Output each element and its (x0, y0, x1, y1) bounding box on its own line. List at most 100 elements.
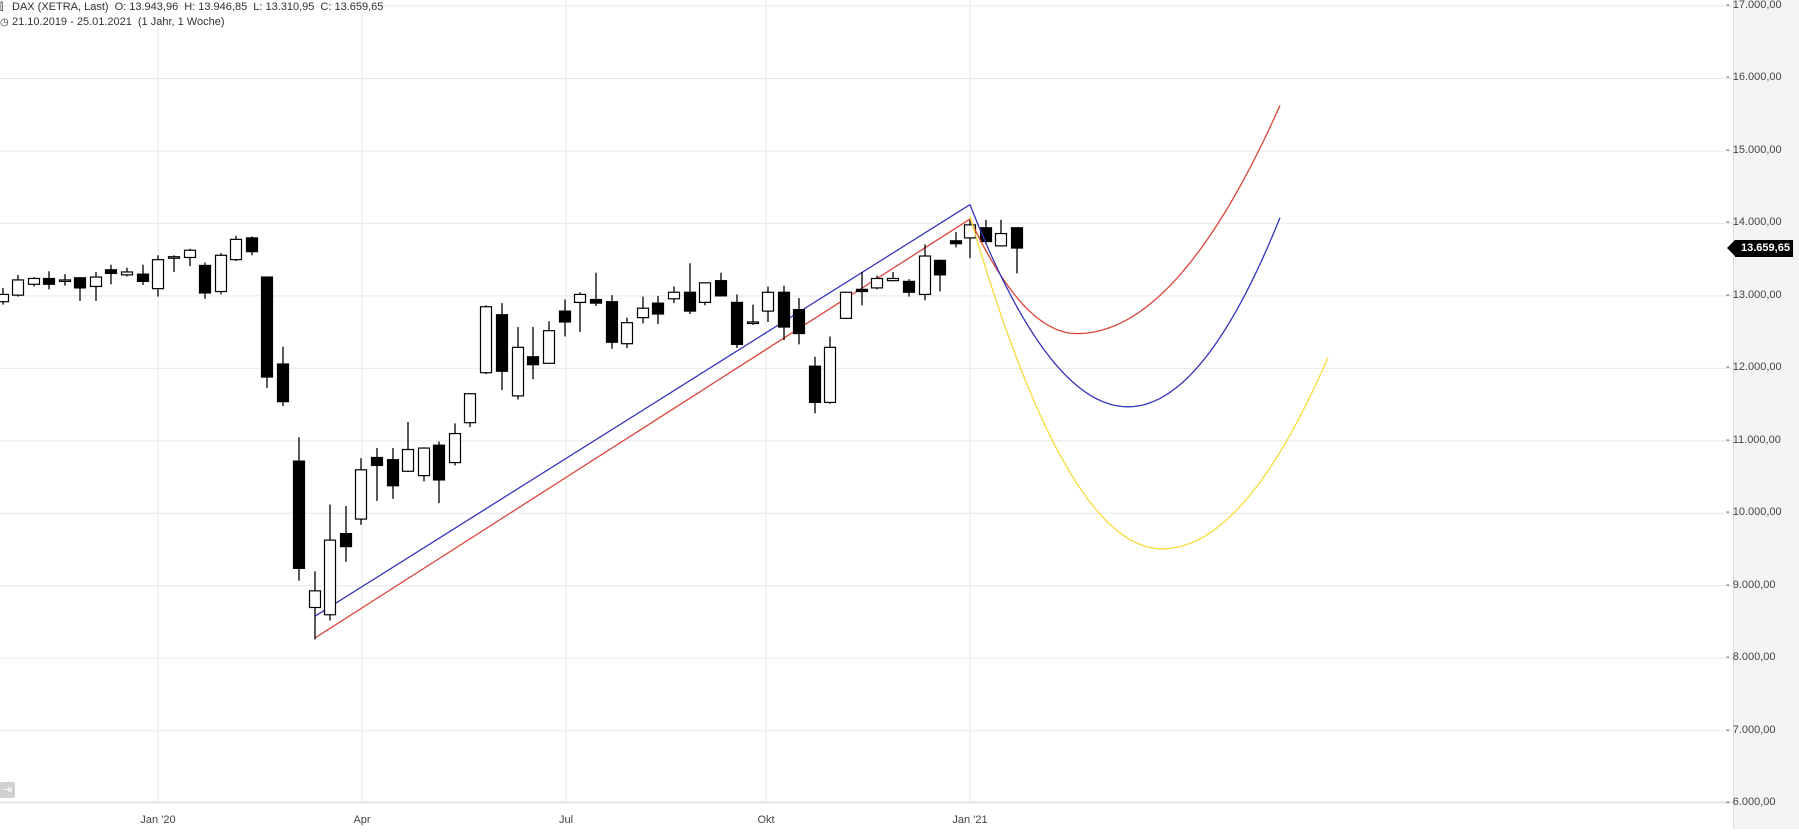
x-tick-label: Apr (353, 814, 371, 826)
candle (495, 303, 509, 391)
candle (918, 244, 932, 301)
candlestick-icon: ⫿ (0, 2, 4, 13)
candle (1010, 227, 1024, 274)
candle (808, 356, 822, 414)
trend-lines[interactable] (314, 204, 971, 639)
candle (667, 286, 681, 304)
last-price-tag: 13.659,65 (1727, 240, 1793, 257)
trendline[interactable] (314, 204, 971, 617)
x-tick-label: Jan '20 (140, 814, 176, 826)
low-value: 13.310,95 (265, 1, 315, 13)
candle (386, 448, 400, 499)
chart-header: ⫿ DAX (XETRA, Last) O: 13.943,96 H: 13.9… (0, 0, 383, 30)
candle (0, 287, 10, 305)
candle (432, 441, 446, 504)
grid-lines (0, 0, 1733, 804)
y-tick-label: - 10.000,00 (1726, 506, 1782, 519)
candle (761, 286, 775, 322)
candle (27, 277, 41, 287)
projection-curve[interactable] (969, 216, 1329, 550)
arrow-right-icon: ⇥ (2, 784, 13, 796)
candle (589, 272, 603, 307)
candle (870, 275, 884, 290)
close-value: 13.659,65 (334, 1, 384, 13)
period-label: (1 Jahr, 1 Woche) (137, 16, 225, 28)
candle (401, 421, 415, 472)
high-value: 13.946,85 (198, 1, 248, 13)
candle (636, 296, 650, 324)
candle (605, 295, 619, 349)
candle (308, 571, 322, 640)
y-tick-label: - 8.000,00 (1726, 651, 1776, 664)
clock-icon: ◷ (0, 17, 9, 28)
candle (58, 274, 72, 286)
candle (963, 219, 977, 259)
date-range: 21.10.2019 - 25.01.2021 (12, 16, 132, 28)
candle (792, 298, 806, 345)
candle (620, 317, 634, 349)
candle (730, 294, 744, 349)
y-tick-label: - 12.000,00 (1726, 361, 1782, 374)
candle (260, 276, 274, 388)
candle (933, 259, 947, 292)
candle (839, 291, 853, 320)
candle (198, 262, 212, 299)
candle (42, 271, 56, 290)
candle (698, 282, 712, 306)
candle (463, 393, 477, 428)
y-tick-label: - 9.000,00 (1726, 578, 1776, 591)
candle (979, 219, 993, 245)
candle (104, 264, 118, 285)
candle (573, 292, 587, 333)
y-tick-label: - 6.000,00 (1726, 796, 1776, 809)
candlesticks (0, 219, 1024, 640)
candle (777, 285, 791, 341)
y-tick-label: - 17.000,00 (1726, 0, 1782, 11)
x-tick-label: Jan '21 (952, 814, 988, 826)
close-label: C: (320, 1, 332, 13)
projection-curve[interactable] (969, 204, 1281, 408)
candle (167, 255, 181, 272)
x-tick-label: Okt (757, 814, 775, 826)
ohlc-row: ⫿ DAX (XETRA, Last) O: 13.943,96 H: 13.9… (0, 0, 383, 15)
candle (151, 255, 165, 297)
candle (245, 236, 259, 256)
y-tick-label: - 14.000,00 (1726, 216, 1782, 229)
candle (746, 304, 760, 325)
candle (11, 274, 25, 297)
x-tick-label: Jul (558, 814, 574, 826)
open-label: O: (114, 1, 127, 13)
candle (949, 232, 963, 248)
scroll-to-end-button[interactable]: ⇥ (0, 782, 15, 798)
y-tick-label: - 15.000,00 (1726, 143, 1782, 156)
projection-curve[interactable] (969, 105, 1281, 335)
candle (479, 305, 493, 375)
candle (994, 219, 1008, 247)
candle (183, 248, 197, 267)
date-range-row: ◷ 21.10.2019 - 25.01.2021 (1 Jahr, 1 Woc… (0, 15, 383, 30)
candle (417, 447, 431, 482)
candle (651, 295, 665, 325)
candle (558, 299, 572, 337)
candle (683, 263, 697, 314)
candle (526, 327, 540, 380)
candle (229, 235, 243, 262)
high-label: H: (184, 1, 196, 13)
candle (542, 321, 556, 364)
candle (120, 267, 134, 277)
candle (89, 271, 103, 301)
candle (214, 253, 228, 295)
candle (823, 336, 837, 404)
candle (886, 271, 900, 282)
y-tick-label: - 11.000,00 (1726, 433, 1781, 446)
candle (339, 506, 353, 562)
y-axis-panel[interactable] (1733, 0, 1799, 829)
instrument-name: DAX (XETRA, Last) (12, 1, 109, 13)
y-tick-label: - 16.000,00 (1726, 71, 1782, 84)
candle (902, 279, 916, 297)
candle (73, 277, 87, 301)
candle (714, 272, 728, 297)
projection-curves[interactable] (969, 105, 1329, 550)
